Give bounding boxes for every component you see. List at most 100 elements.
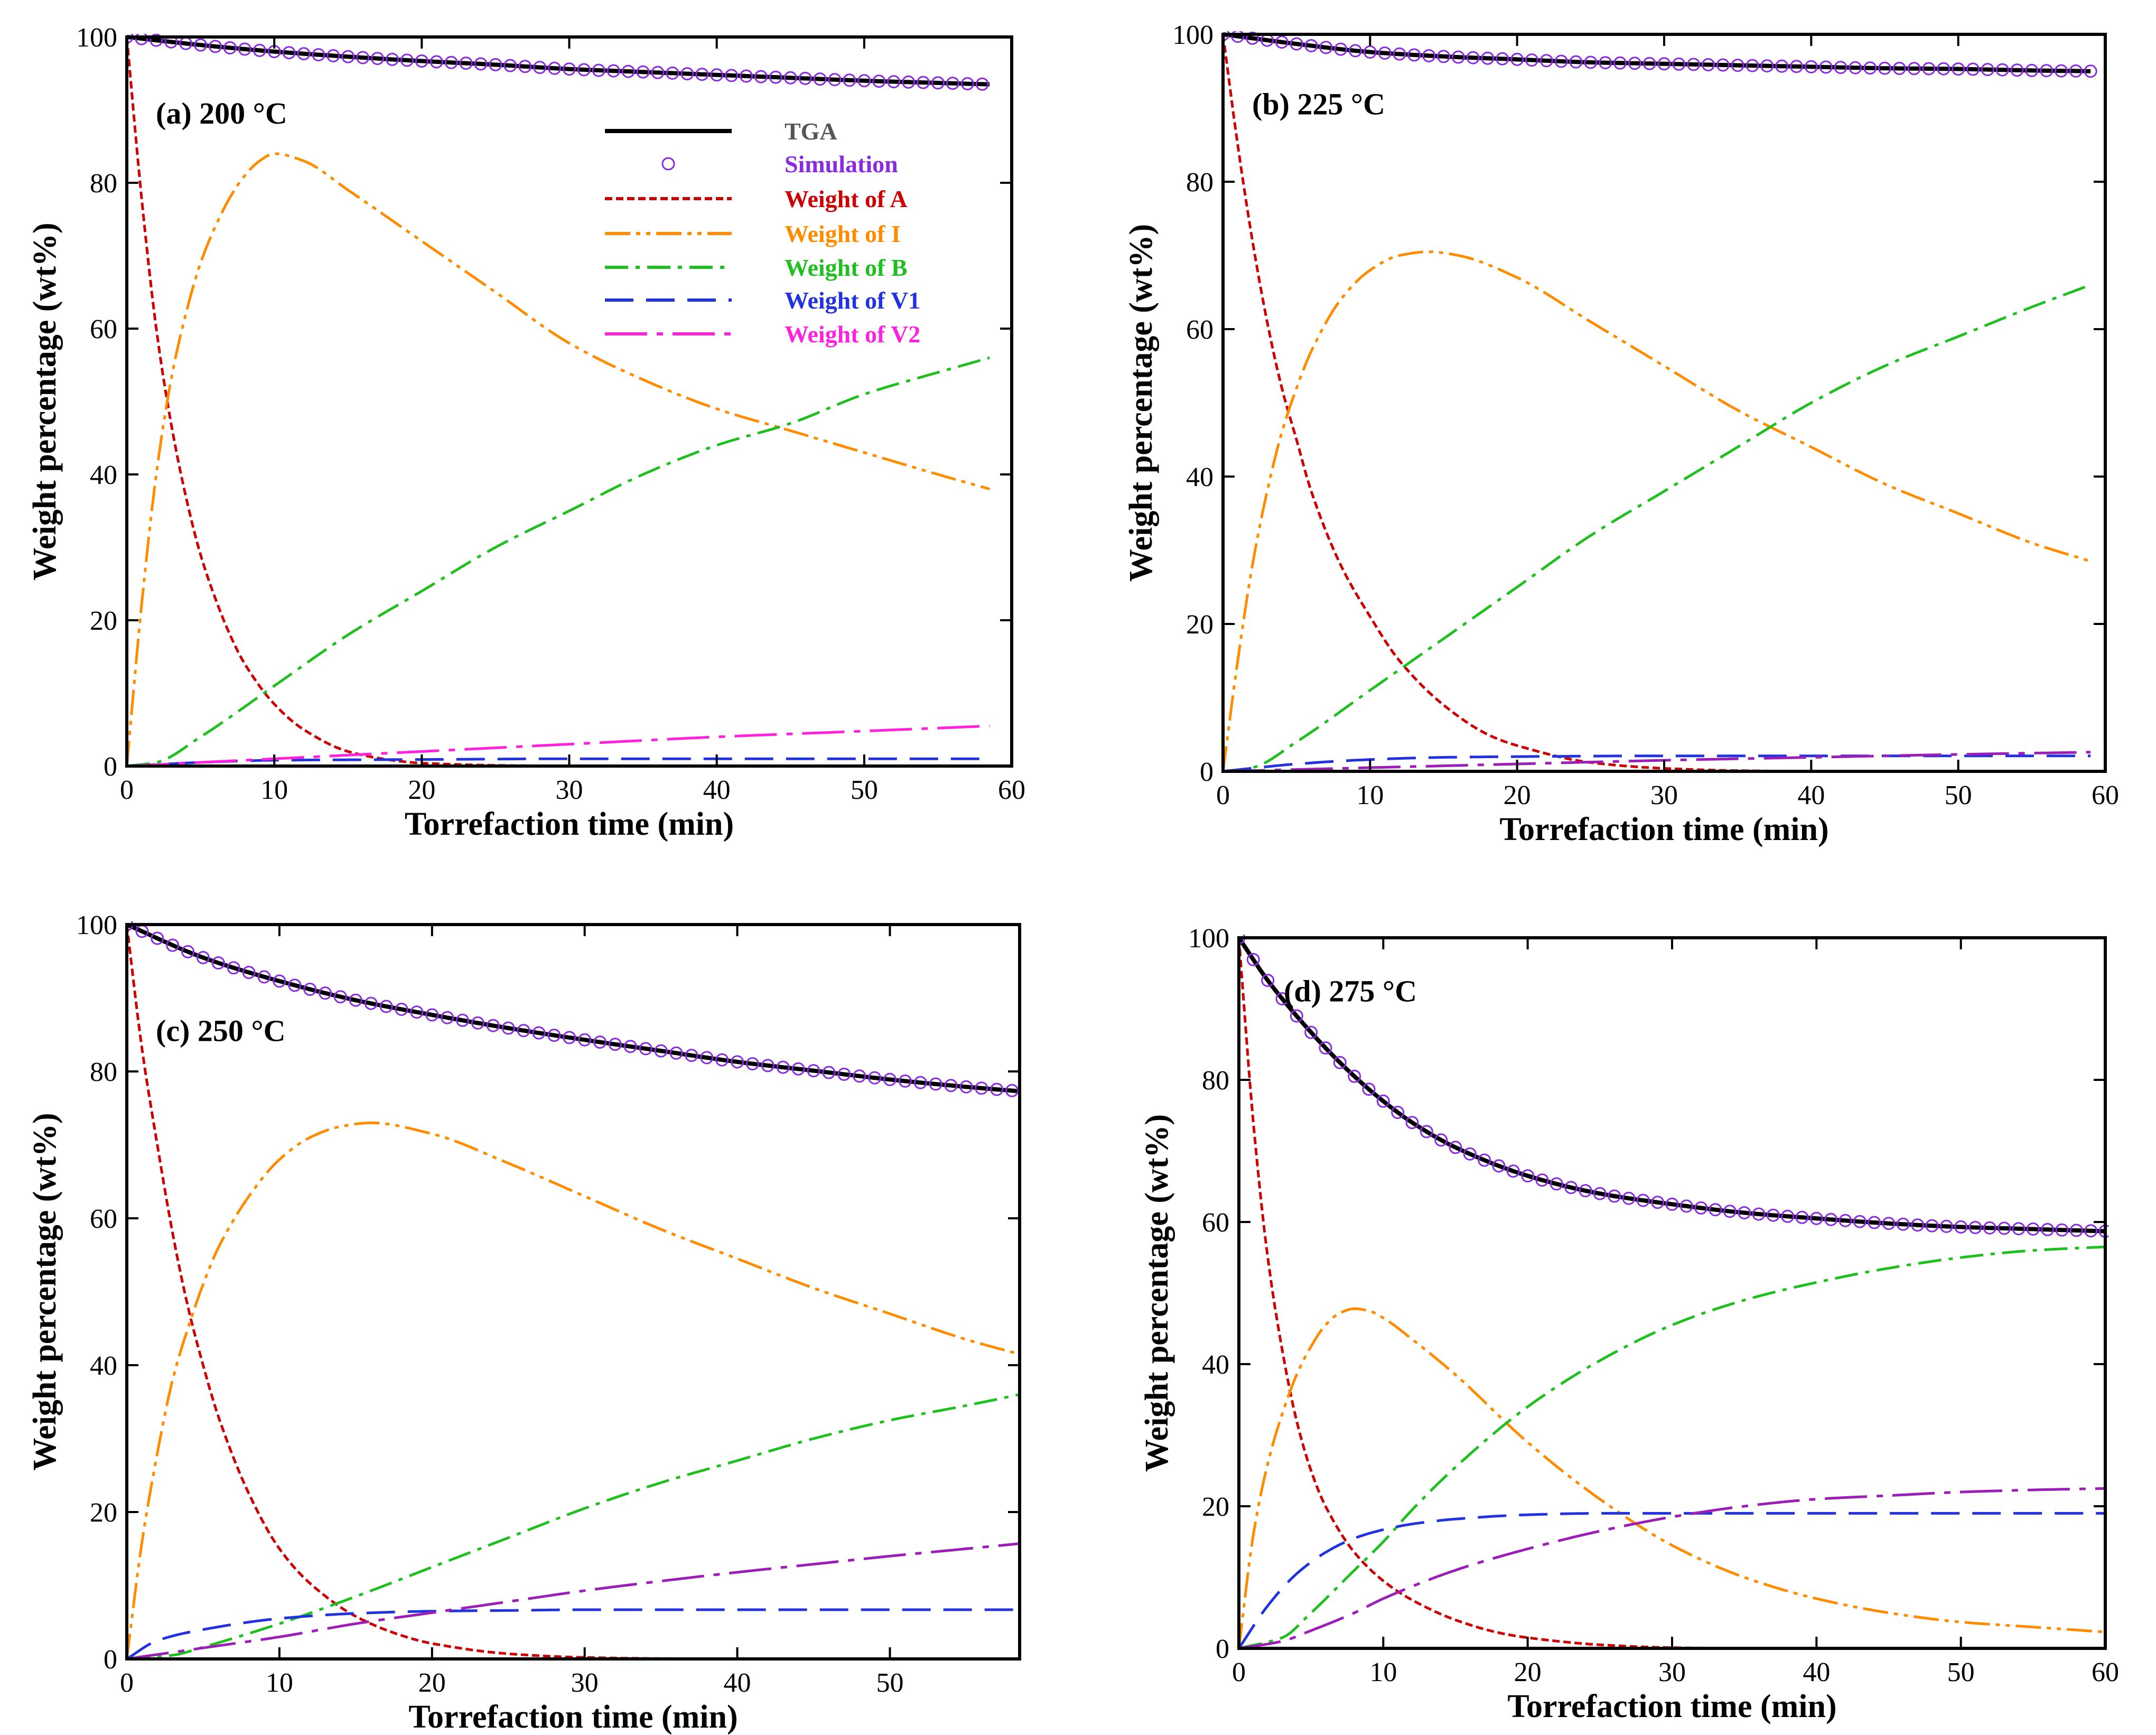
simulation-point	[1892, 62, 1906, 75]
y-axis-label: Weight percentage (wt%)	[1123, 224, 1159, 582]
simulation-point	[326, 49, 340, 62]
simulation-point	[902, 75, 916, 89]
simulation-point	[288, 978, 302, 992]
simulation-point	[946, 77, 959, 90]
simulation-point	[364, 996, 378, 1010]
simulation-point	[135, 34, 148, 45]
simulation-point	[547, 1029, 561, 1042]
simulation-point	[606, 64, 620, 78]
simulation-point	[2084, 64, 2097, 78]
simulation-point	[1983, 1221, 1996, 1235]
simulation-point	[725, 69, 739, 82]
simulation-point	[1275, 992, 1289, 1005]
simulation-point	[695, 68, 709, 81]
simulation-point	[1651, 1196, 1665, 1209]
simulation-point	[680, 67, 694, 81]
simulation-point	[2012, 1222, 2026, 1236]
simulation-point	[486, 1019, 500, 1032]
x-axis-label: Torrefaction time (min)	[1499, 811, 1828, 847]
simulation-point	[371, 52, 385, 66]
panel-4: 0 10 20 30 40 50 60 0 20 40 60 80 100 Torrefaction ti…	[1139, 924, 2119, 1724]
simulation-point	[1304, 1025, 1318, 1039]
simulation-point	[282, 46, 296, 60]
simulation-point	[654, 1044, 668, 1058]
simulation-point	[471, 1016, 484, 1030]
series-weight-of-v1-line	[1239, 1512, 2105, 1648]
simulation-point	[887, 75, 901, 89]
series-weight-of-b-line	[127, 356, 990, 766]
simulation-point	[1819, 60, 1833, 74]
simulation-point	[639, 1042, 652, 1056]
simulation-point	[503, 59, 517, 72]
simulation-point	[223, 41, 237, 54]
simulation-point	[1569, 55, 1583, 69]
simulation-point	[2069, 1224, 2083, 1237]
y-tick-label: 100	[1188, 924, 1229, 954]
simulation-point	[1564, 1181, 1578, 1195]
simulation-point	[1290, 37, 1303, 51]
series-weight-of-v2-line	[1239, 1487, 2106, 1648]
y-tick-label: 0	[104, 752, 117, 782]
simulation-point	[1349, 44, 1362, 58]
x-tick-label: 10	[266, 1668, 293, 1698]
legend: TGA Simulation Weight of A Weight of I Weigh…	[605, 118, 920, 348]
simulation-point	[2055, 1223, 2069, 1237]
simulation-point	[593, 1036, 607, 1049]
simulation-point	[1451, 50, 1465, 64]
simulation-point	[931, 76, 945, 90]
simulation-point	[1579, 1184, 1592, 1198]
series-group	[1223, 31, 2097, 771]
simulation-point	[1863, 61, 1877, 75]
simulation-point	[1731, 59, 1744, 72]
simulation-point	[1466, 51, 1480, 64]
simulation-point	[386, 52, 399, 66]
simulation-point	[1775, 59, 1789, 73]
legend-entry: Weight of V1	[785, 287, 920, 314]
y-tick-label: 60	[1186, 315, 1214, 345]
x-tick-label: 0	[1216, 780, 1230, 810]
simulation-point	[166, 938, 180, 952]
simulation-point	[1922, 62, 1936, 76]
simulation-point	[430, 55, 443, 69]
series-tga-line	[127, 35, 990, 87]
simulation-point	[1434, 1133, 1448, 1147]
simulation-point	[1790, 60, 1803, 73]
simulation-point	[209, 40, 222, 53]
simulation-point	[303, 983, 317, 996]
simulation-point	[822, 1066, 836, 1079]
simulation-point	[1838, 1214, 1852, 1227]
simulation-point	[1319, 41, 1333, 54]
x-axis-label: Torrefaction time (min)	[1507, 1689, 1836, 1724]
x-tick-label: 0	[120, 1668, 134, 1698]
simulation-point	[1795, 1210, 1809, 1224]
y-tick-label: 100	[1172, 20, 1214, 50]
series-tga-line	[1239, 936, 2106, 1234]
simulation-point	[975, 1081, 988, 1095]
series-group	[1239, 935, 2108, 1648]
simulation-point	[356, 51, 370, 64]
simulation-point	[769, 70, 782, 84]
simulation-point	[813, 72, 827, 86]
simulation-point	[1911, 1218, 1925, 1232]
simulation-point	[501, 1021, 515, 1035]
x-tick-label: 40	[1797, 780, 1825, 810]
simulation-point	[621, 64, 635, 78]
x-tick-label: 0	[1232, 1657, 1246, 1687]
simulation-point	[2055, 64, 2068, 78]
simulation-point	[1496, 52, 1509, 66]
simulation-point	[1702, 58, 1715, 71]
simulation-point	[1824, 1212, 1838, 1226]
simulation-point	[211, 956, 225, 970]
legend-entry: Simulation	[785, 151, 898, 178]
x-tick-label: 60	[998, 775, 1025, 805]
simulation-point	[715, 1053, 729, 1067]
simulation-point	[1593, 1187, 1607, 1200]
simulation-point	[1304, 39, 1318, 52]
simulation-point	[2025, 63, 2039, 77]
simulation-point	[1642, 57, 1656, 70]
simulation-point	[783, 71, 797, 85]
simulation-point	[1882, 1217, 1896, 1230]
simulation-point	[456, 1013, 470, 1027]
panel-2: 0 10 20 30 40 50 60 0 20 40 60 80 100 Torrefaction ti…	[1123, 20, 2119, 847]
x-tick-label: 40	[703, 775, 731, 805]
